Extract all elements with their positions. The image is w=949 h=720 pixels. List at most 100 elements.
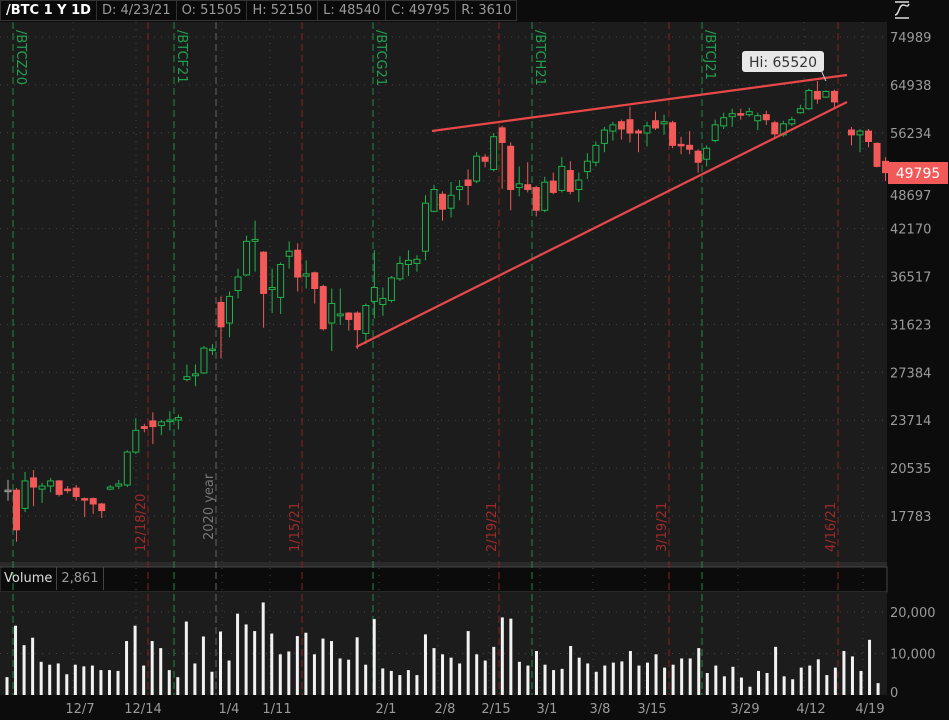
volume-bar	[398, 675, 402, 695]
volume-bar	[850, 656, 854, 695]
candle-up	[600, 129, 608, 144]
settlement-label: 3/19/21	[655, 502, 670, 552]
year-label: 2020 year	[202, 473, 217, 540]
settlement-label: 12/18/20	[134, 494, 149, 552]
candle-up	[541, 181, 549, 211]
expiry-label: /BTCJ21	[702, 30, 717, 80]
expiry-label: /BTCZ20	[13, 30, 28, 85]
candle-up	[370, 287, 378, 302]
candle-down	[686, 144, 694, 150]
volume-bar	[244, 624, 248, 695]
volume-bar	[406, 670, 410, 695]
candle-up	[21, 480, 29, 509]
volume-bar	[116, 670, 120, 695]
volume-bar	[295, 636, 299, 695]
candle-down	[549, 180, 557, 193]
volume-bar	[799, 667, 803, 695]
volume-bar	[722, 676, 726, 695]
date-tick-label: 2/15	[481, 702, 510, 717]
volume-bar	[517, 661, 521, 695]
volume-bar	[637, 665, 641, 695]
candle-down	[830, 90, 838, 103]
settlement-label: 2/19/21	[485, 502, 500, 552]
volume-bar	[628, 651, 632, 695]
candle-up	[328, 302, 336, 324]
volume-bar	[441, 654, 445, 695]
candle-up	[609, 124, 617, 132]
date-readout: D: 4/23/21	[96, 0, 177, 21]
price-tick-label: 56234	[890, 127, 931, 142]
candle-up	[379, 297, 387, 305]
volume-bar	[330, 641, 334, 695]
volume-bar	[338, 658, 342, 695]
volume-bar	[261, 602, 265, 695]
candle-down	[813, 90, 821, 100]
volume-bar	[714, 665, 718, 695]
volume-bar	[705, 673, 709, 695]
candle-down	[626, 119, 634, 134]
volume-bar	[833, 667, 837, 695]
close-readout: C: 49795	[386, 0, 457, 21]
volume-bar	[765, 673, 769, 695]
date-tick-label: 3/15	[637, 702, 666, 717]
candle-down	[81, 498, 89, 501]
candle-down	[481, 156, 489, 162]
candle-down	[847, 129, 855, 136]
range-readout: R: 3610	[456, 0, 518, 21]
price-tick-label: 48697	[890, 189, 931, 204]
candle-up	[183, 376, 191, 381]
last-price-label: 49795	[896, 166, 941, 182]
candle-up	[387, 277, 395, 301]
panel-divider[interactable]	[0, 562, 887, 567]
volume-bar	[663, 667, 667, 695]
volume-bar	[842, 651, 846, 695]
candle-down	[217, 301, 225, 328]
high-readout: H: 52150	[247, 0, 319, 21]
hi-label: Hi: 65520	[749, 55, 817, 71]
candle-down	[311, 272, 319, 289]
volume-bar	[791, 679, 795, 695]
date-tick-label: 3/8	[590, 702, 611, 717]
volume-bar	[774, 646, 778, 695]
volume-bar	[56, 663, 60, 695]
candle-up	[302, 273, 310, 277]
candle-up	[208, 348, 216, 352]
volume-bar	[321, 638, 325, 695]
volume-bar	[603, 665, 607, 695]
date-tick-label: 4/19	[855, 702, 884, 717]
volume-bar	[99, 670, 103, 695]
candle-up	[174, 417, 182, 421]
candle-up	[575, 179, 583, 190]
candle-up	[703, 147, 711, 160]
price-tick-label: 31623	[890, 318, 931, 333]
price-tick-label: 42170	[890, 223, 931, 238]
volume-bar	[270, 633, 274, 695]
candle-up	[720, 117, 728, 127]
volume-bar	[526, 665, 530, 695]
volume-bar	[731, 666, 735, 695]
volume-bar	[492, 646, 496, 695]
candle-up	[251, 238, 259, 242]
volume-value: 2,861	[57, 567, 104, 590]
candle-up	[711, 124, 719, 142]
volume-bar	[347, 659, 351, 695]
candle-down	[30, 477, 38, 488]
candle-up	[413, 258, 421, 264]
candle-down	[882, 160, 890, 174]
volume-bar	[500, 617, 504, 695]
volume-bar	[876, 683, 880, 695]
candle-up	[856, 130, 864, 136]
candle-up	[754, 115, 762, 122]
volume-bar	[688, 658, 692, 695]
volume-bar	[142, 665, 146, 695]
volume-bar	[312, 654, 316, 695]
candle-up	[473, 155, 481, 182]
candle-up	[362, 305, 370, 334]
chart-style-icon[interactable]	[890, 0, 914, 20]
candle-up	[805, 90, 813, 110]
volume-bar	[577, 657, 581, 695]
candle-down	[771, 122, 779, 135]
symbol-label[interactable]: /BTC 1 Y 1D	[0, 0, 97, 21]
volume-bar	[90, 665, 94, 695]
